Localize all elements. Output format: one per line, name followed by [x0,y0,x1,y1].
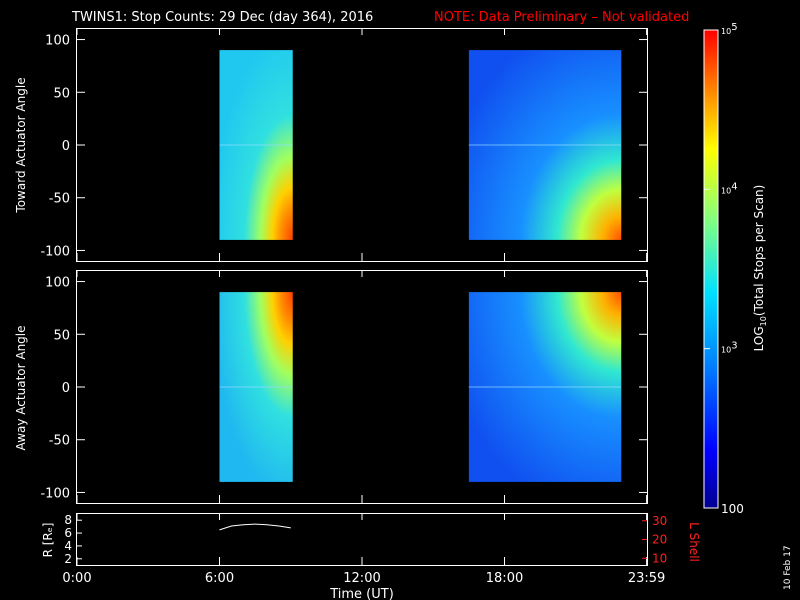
orbit-tick-label: 4 [64,539,72,553]
x-tick-label: 12:00 [343,571,380,586]
orbit-right-axis: 10 20 30 [642,514,667,565]
y-tick-label: 50 [53,86,70,101]
x-axis-label: Time (UT) [329,587,394,600]
zero-angle-stripe [219,144,293,146]
preliminary-note: NOTE: Data Preliminary – Not validated [434,10,689,25]
colorbar [703,29,719,509]
toward-data-block [468,50,622,240]
orbit-r-line [219,523,291,531]
toward-ylabel: Toward Actuator Angle [14,77,28,213]
toward-heatmap [219,50,622,240]
colorbar-tick-label: 105 [721,22,738,36]
orbit-panel-frame [76,513,648,566]
plot-title: TWINS1: Stop Counts: 29 Dec (day 364), 2… [71,10,373,25]
away-panel-frame [76,270,648,504]
toward-y-axis: -100 -50 0 50 100 [40,34,647,259]
colorbar-ticks: 105 104 103 100 [704,22,744,516]
away-y-axis: -100 -50 0 50 100 [40,276,647,501]
y-tick-label: 100 [45,34,70,49]
orbit-tick-label: 6 [64,526,72,540]
zero-angle-stripe [468,386,622,388]
colorbar-tick-label: 103 [721,341,738,355]
colorbar-label: LOG10(Total Stops per Scan) [752,185,768,352]
colorbar-tick-label: 104 [721,181,738,195]
y-tick-label: -50 [49,192,70,207]
y-tick-label: -50 [49,434,70,449]
orbit-left-label: R [Rₑ] [41,523,55,558]
y-tick-label: 0 [62,381,70,396]
zero-angle-stripe [219,386,293,388]
y-tick-label: 100 [45,276,70,291]
x-tick-label: 0:00 [62,571,91,586]
y-tick-label: -100 [40,244,70,259]
orbit-tick-label: 2 [64,552,72,566]
away-data-block [468,292,622,482]
lshell-tick-label: 30 [652,514,667,528]
orbit-tick-label: 8 [64,513,72,527]
toward-data-block [219,50,293,240]
away-data-block [219,292,293,482]
x-tick-label: 18:00 [486,571,523,586]
y-tick-label: 50 [53,328,70,343]
x-tick-label: 6:00 [205,571,234,586]
colorbar-tick-label: 100 [721,502,744,516]
toward-panel-frame [76,28,648,262]
y-tick-label: 0 [62,139,70,154]
x-tick-label: 23:59 [628,571,665,586]
away-ylabel: Away Actuator Angle [14,325,28,450]
y-tick-label: -100 [40,486,70,501]
lshell-tick-label: 10 [652,551,667,565]
date-stamp: 10 Feb 17 [783,545,793,590]
orbit-right-label: L Shell [687,522,701,562]
lshell-tick-label: 20 [652,533,667,547]
away-heatmap [219,292,622,482]
x-axis: 0:00 6:00 12:00 18:00 23:59 [62,29,665,586]
zero-angle-stripe [468,144,622,146]
